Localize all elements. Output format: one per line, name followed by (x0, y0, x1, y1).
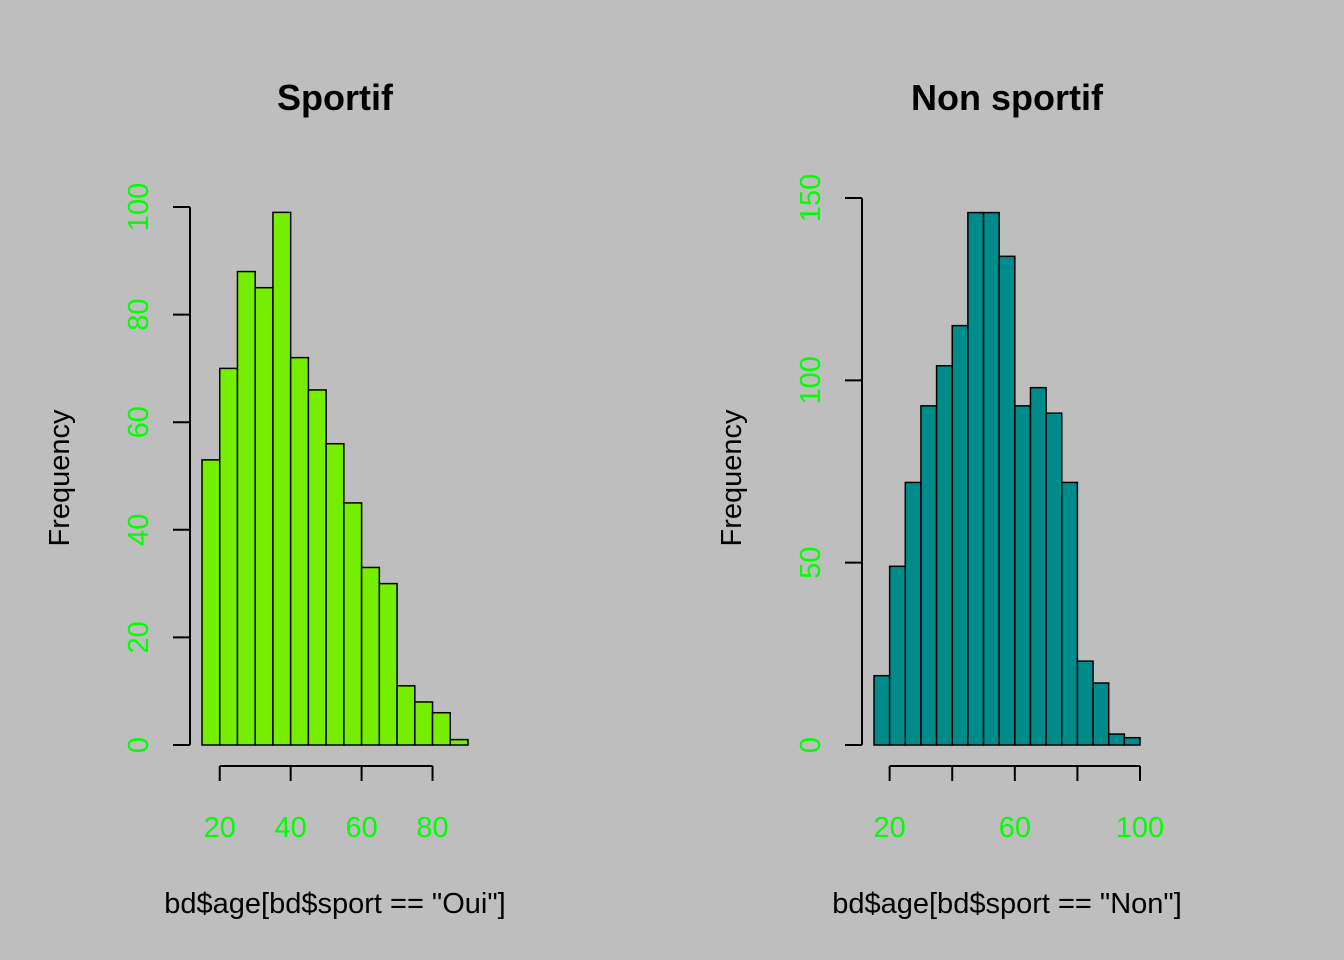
x-tick-label: 80 (416, 812, 448, 844)
y-tick-label: 100 (123, 183, 155, 231)
y-axis-label: Frequency (716, 409, 748, 547)
histogram-bar (1045, 412, 1063, 746)
x-axis-label: bd$age[bd$sport == "Non"] (832, 888, 1182, 920)
histogram-bar (254, 286, 274, 746)
bars (873, 211, 1141, 746)
histogram-bar (998, 255, 1016, 746)
histogram-bar (289, 356, 310, 746)
histogram-bar (935, 364, 953, 746)
histogram-bar (873, 674, 891, 746)
histogram-bar (378, 582, 398, 746)
histogram-bar (325, 442, 345, 746)
y-tick-label: 100 (795, 356, 827, 404)
y-tick-label: 0 (123, 737, 155, 753)
histogram-bar (343, 502, 363, 746)
histogram-bar (1061, 481, 1079, 746)
histogram-bar (272, 211, 292, 746)
x-tick-label: 60 (345, 812, 377, 844)
y-tick-label: 40 (123, 514, 155, 546)
x-tick-label: 100 (1116, 812, 1164, 844)
y-axis-label: Frequency (44, 409, 76, 547)
chart-title: Sportif (277, 77, 394, 118)
histogram-bar (888, 565, 907, 746)
histogram-bar (1014, 405, 1032, 746)
y-tick-label: 50 (795, 547, 827, 579)
histogram-bar (920, 405, 938, 746)
histogram-bar (967, 211, 985, 746)
histogram-bar (1092, 682, 1110, 746)
x-tick-label: 20 (874, 812, 906, 844)
histogram-bar (1029, 386, 1047, 746)
histogram-bar (904, 481, 922, 746)
histogram-bar (414, 701, 434, 746)
histogram-bar (218, 367, 239, 746)
x-axis: 20 60 100 (874, 765, 1164, 844)
x-tick-label: 40 (275, 812, 307, 844)
histogram-bar (307, 389, 327, 746)
x-tick-label: 20 (204, 812, 236, 844)
histogram-bar (360, 566, 381, 746)
sportif-histogram-panel: Sportif bd$age[bd$sport == "Oui"] Freque… (44, 77, 506, 920)
bars (201, 211, 469, 746)
y-tick-label: 80 (123, 298, 155, 330)
y-axis: 0 50 100 150 (795, 174, 863, 753)
histogram-bar (1076, 660, 1094, 746)
histogram-bar (982, 211, 1000, 746)
x-axis-label: bd$age[bd$sport == "Oui"] (164, 888, 505, 920)
y-axis: 0 20 40 60 80 100 (123, 183, 191, 753)
histogram-bar (1107, 733, 1126, 746)
histogram-bar (396, 685, 416, 746)
histogram-bar (951, 324, 969, 746)
chart-title: Non sportif (911, 77, 1104, 118)
histogram-bar (1123, 736, 1141, 746)
histogram-bar (431, 711, 452, 746)
histogram-bar (236, 270, 256, 746)
y-tick-label: 150 (795, 174, 827, 222)
histogram-bar (201, 459, 221, 746)
y-tick-label: 20 (123, 621, 155, 653)
x-axis: 20 40 60 80 (204, 765, 449, 844)
x-tick-label: 60 (999, 812, 1031, 844)
histogram-bar (449, 738, 469, 746)
y-tick-label: 0 (795, 737, 827, 753)
y-tick-label: 60 (123, 406, 155, 438)
non-sportif-histogram-panel: Non sportif bd$age[bd$sport == "Non"] Fr… (716, 77, 1182, 920)
